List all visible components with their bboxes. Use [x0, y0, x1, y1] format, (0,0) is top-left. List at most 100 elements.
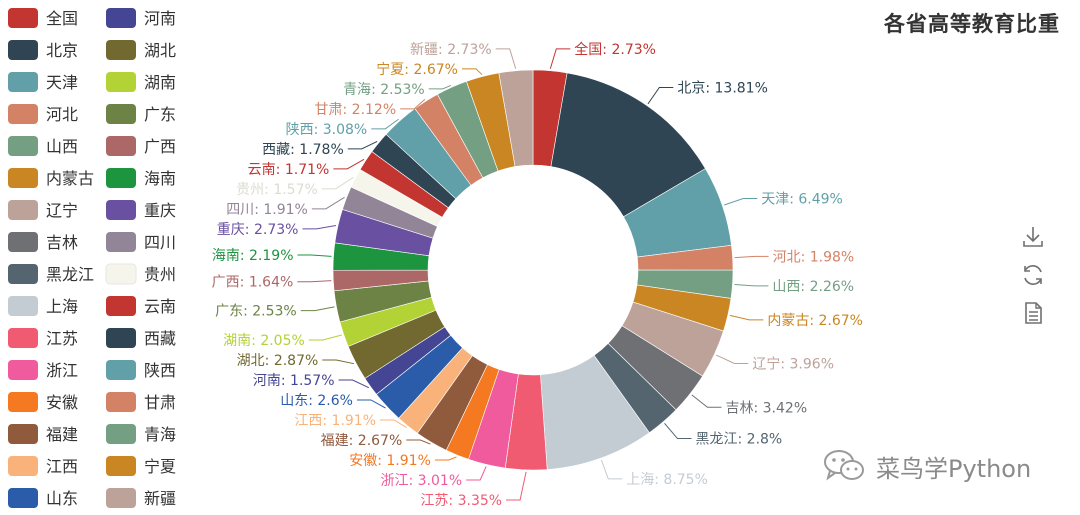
legend-item[interactable]: 江西	[8, 456, 78, 476]
download-icon[interactable]	[1018, 222, 1048, 252]
slice-label-sep: :	[314, 122, 323, 138]
slice-label: 天津: 6.49%	[724, 192, 843, 208]
slice-label-sep: :	[408, 473, 417, 489]
legend-label: 西藏	[144, 329, 176, 348]
slice-label-sep: :	[780, 357, 789, 373]
legend-item[interactable]: 福建	[8, 424, 78, 444]
legend-item[interactable]: 浙江	[8, 360, 78, 380]
slice-label-sep: :	[404, 62, 413, 78]
slice-label-text: 湖北: 2.87%	[237, 353, 319, 369]
slice-label-value: 2.73%	[254, 222, 298, 238]
slice-label: 新疆: 2.73%	[410, 42, 517, 69]
slice-label-value: 2.8%	[747, 432, 783, 448]
legend-item[interactable]: 贵州	[105, 263, 176, 285]
legend-item[interactable]: 云南	[106, 296, 176, 316]
slice-label-name: 广西	[212, 275, 240, 291]
legend-item[interactable]: 全国	[8, 8, 78, 28]
legend-swatch	[8, 392, 38, 412]
slice-label-sep: :	[801, 249, 810, 265]
legend-item[interactable]: 甘肃	[106, 392, 176, 412]
slice-label-value: 2.67%	[358, 433, 402, 449]
leader-line	[380, 419, 407, 428]
legend-item[interactable]: 河南	[106, 8, 176, 28]
legend-item[interactable]: 辽宁	[8, 200, 78, 220]
slice-label-text: 山西: 2.26%	[772, 279, 854, 295]
slice-label: 宁夏: 2.67%	[376, 61, 483, 78]
legend-item[interactable]: 河北	[8, 104, 78, 124]
slice-label-sep: :	[789, 192, 798, 208]
slice-label: 河北: 1.98%	[734, 249, 854, 265]
legend-item[interactable]: 青海	[106, 424, 176, 444]
slice-label-text: 广西: 1.64%	[212, 275, 294, 291]
legend-item[interactable]: 重庆	[106, 200, 176, 220]
slice-label-value: 1.71%	[285, 162, 329, 178]
slice-label-text: 福建: 2.67%	[321, 433, 403, 449]
legend-item[interactable]: 北京	[8, 40, 78, 60]
legend-item[interactable]: 湖北	[106, 40, 176, 60]
legend-item[interactable]: 黑龙江	[8, 264, 94, 284]
legend-item[interactable]: 广西	[106, 136, 176, 156]
slice-label-name: 甘肃	[315, 102, 343, 118]
legend-item[interactable]: 安徽	[8, 392, 78, 412]
slice-label-value: 6.49%	[798, 192, 842, 208]
slice-label-sep: :	[753, 400, 762, 416]
slice-label-sep: :	[240, 275, 249, 291]
legend-item[interactable]: 陕西	[106, 360, 176, 380]
legend-item[interactable]: 广东	[106, 104, 176, 124]
slice-label-name: 辽宁	[752, 356, 780, 373]
legend-item[interactable]: 江苏	[8, 328, 78, 348]
leader-line	[338, 379, 370, 389]
slice-label-name: 福建	[321, 433, 349, 449]
legend-swatch	[8, 488, 38, 508]
legend-swatch	[8, 360, 38, 380]
slice-label-value: 1.64%	[249, 275, 293, 291]
slice-label-name: 重庆	[217, 222, 245, 238]
legend-item[interactable]: 宁夏	[106, 456, 176, 476]
legend-label: 湖北	[144, 41, 176, 60]
slice-label: 四川: 1.91%	[226, 196, 345, 218]
legend-item[interactable]: 新疆	[106, 488, 176, 508]
legend-item[interactable]: 四川	[106, 232, 176, 252]
slice-label-name: 山西	[772, 279, 800, 295]
slice-label-name: 陕西	[286, 122, 314, 138]
legend-item[interactable]: 内蒙古	[8, 168, 94, 188]
slice-label: 湖南: 2.05%	[223, 333, 342, 349]
legend-swatch	[8, 328, 38, 348]
slice-label-value: 3.01%	[418, 473, 462, 489]
slice-label-sep: :	[654, 472, 663, 488]
slice-label: 山西: 2.26%	[734, 279, 854, 295]
legend-item[interactable]: 上海	[8, 296, 78, 316]
slice-label-text: 北京: 13.81%	[677, 80, 768, 96]
leader-line	[371, 118, 399, 130]
legend-label: 陕西	[144, 361, 176, 380]
refresh-icon[interactable]	[1018, 260, 1048, 290]
slice-label-value: 2.12%	[352, 102, 396, 118]
leader-line	[734, 283, 769, 287]
slice-label-sep: :	[371, 82, 380, 98]
legend-swatch	[8, 72, 38, 92]
slice-label-value: 1.57%	[290, 373, 334, 389]
legend-swatch	[106, 488, 136, 508]
slice-label-name: 黑龙江	[695, 432, 737, 448]
legend-label: 贵州	[144, 265, 176, 284]
legend-item[interactable]: 山西	[8, 136, 78, 156]
legend-label: 广东	[144, 105, 176, 124]
slice-label-sep: :	[240, 248, 249, 264]
leader-line	[300, 306, 335, 312]
legend-item[interactable]: 山东	[8, 488, 78, 508]
data-view-icon[interactable]	[1018, 298, 1048, 328]
legend-label: 青海	[144, 425, 176, 444]
legend-label: 辽宁	[46, 201, 78, 220]
legend-label: 山西	[46, 137, 78, 156]
legend-label: 浙江	[46, 361, 78, 380]
slice-label: 全国: 2.73%	[549, 41, 656, 69]
slice-新疆[interactable]	[498, 69, 534, 167]
legend-item[interactable]: 天津	[8, 72, 78, 92]
slice-label-text: 山东: 2.6%	[280, 393, 353, 409]
slice-label: 湖北: 2.87%	[237, 353, 355, 369]
legend-item[interactable]: 西藏	[106, 328, 176, 348]
legend-item[interactable]: 湖南	[106, 72, 176, 92]
legend-item[interactable]: 吉林	[8, 232, 78, 252]
legend-item[interactable]: 海南	[106, 168, 176, 188]
legend-label: 福建	[46, 425, 78, 444]
